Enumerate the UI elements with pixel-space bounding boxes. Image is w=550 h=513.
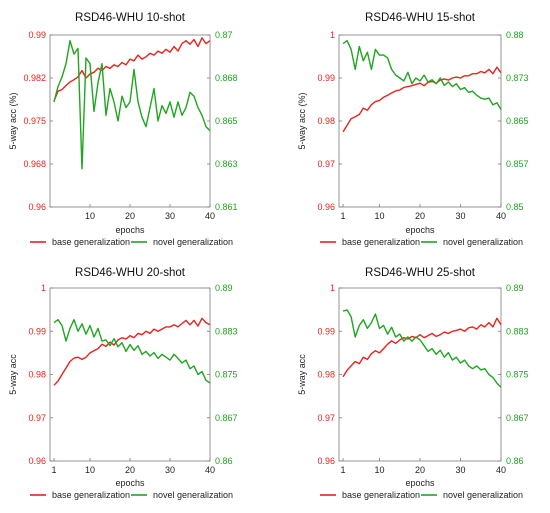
base-generalization-line [53, 37, 211, 102]
novel-generalization-line [342, 40, 502, 110]
legend-novel-generalization-label: novel generalization [153, 237, 233, 247]
y-left-tick-label: 0.97 [317, 159, 335, 169]
x-tick-label: 10 [85, 211, 95, 221]
y-axis-label: 5-way acc [297, 354, 307, 395]
chart-panel-3: RSD46-WHU 20-shot 0.96 0.97 0.98 0.99 1 0.86 0.… [8, 267, 238, 500]
y-right-tick-label: 0.89 [506, 283, 524, 293]
x-tick-label: 20 [415, 465, 425, 475]
x-tick-label: 40 [205, 465, 215, 475]
y-left-tick-label: 0.98 [28, 370, 46, 380]
x-tick-label: 40 [496, 211, 506, 221]
x-tick-label: 20 [125, 211, 135, 221]
y-left-tick-label: 0.99 [317, 326, 335, 336]
x-tick-label: 30 [165, 465, 175, 475]
y-right-tick-label: 0.875 [215, 370, 238, 380]
x-tick-label: 10 [374, 465, 384, 475]
y-right-tick-label: 0.863 [215, 159, 238, 169]
chart-title: RSD46-WHU 10-shot [75, 12, 186, 24]
novel-generalization-line [53, 40, 211, 170]
plot-frame [49, 287, 211, 462]
legend-novel-generalization-label: novel generalization [443, 237, 523, 247]
y-left-tick-label: 0.97 [28, 413, 46, 423]
legend-base-generalization-label: base generalization [52, 237, 130, 247]
y-left-tick-label: 1 [330, 283, 335, 293]
y-left-tick-label: 1 [330, 30, 335, 40]
base-generalization-line [342, 317, 502, 378]
x-tick-label: 40 [496, 465, 506, 475]
y-left-tick-label: 0.97 [317, 413, 335, 423]
y-left-tick-label: 0.975 [23, 116, 46, 126]
chart-title: RSD46-WHU 20-shot [75, 267, 186, 279]
y-right-tick-label: 0.857 [506, 159, 529, 169]
y-right-tick-label: 0.88 [506, 30, 524, 40]
y-left-tick-label: 0.96 [28, 202, 46, 212]
y-axis-label: 5-way acc (%) [297, 92, 307, 149]
legend-novel-generalization-label: novel generalization [443, 490, 523, 500]
y-right-tick-label: 0.867 [215, 413, 238, 423]
x-tick-label: 30 [455, 465, 465, 475]
x-tick-label: 30 [165, 211, 175, 221]
novel-generalization-line [342, 309, 502, 388]
novel-generalization-line [53, 319, 211, 384]
y-left-tick-label: 0.99 [317, 73, 335, 83]
y-axis-label: 5-way acc (%) [8, 92, 18, 149]
x-axis-label: epochs [115, 225, 145, 235]
legend-novel-generalization-label: novel generalization [153, 490, 233, 500]
y-right-tick-label: 0.87 [215, 30, 233, 40]
y-left-tick-label: 0.98 [317, 370, 335, 380]
legend-base-generalization-label: base generalization [342, 237, 420, 247]
y-left-tick-label: 0.96 [317, 456, 335, 466]
chart-panel-4: RSD46-WHU 25-shot 0.96 0.97 0.98 0.99 1 0.86 0.… [297, 267, 529, 500]
y-left-tick-label: 0.968 [23, 159, 46, 169]
y-left-tick-label: 1 [41, 283, 46, 293]
x-axis-label: epochs [405, 478, 435, 488]
x-tick-label: 30 [455, 211, 465, 221]
chart-title: RSD46-WHU 25-shot [365, 267, 476, 279]
y-right-tick-label: 0.861 [215, 202, 238, 212]
y-left-tick-label: 0.96 [317, 202, 335, 212]
y-right-tick-label: 0.868 [215, 73, 238, 83]
chart-panel-1: RSD46-WHU 10-shot 0.96 0.968 0.975 0.982 0.99… [8, 12, 238, 247]
y-right-tick-label: 0.883 [506, 326, 529, 336]
y-left-tick-label: 0.982 [23, 73, 46, 83]
x-tick-label: 10 [374, 211, 384, 221]
y-left-tick-label: 0.99 [28, 30, 46, 40]
base-generalization-line [53, 317, 211, 386]
y-right-tick-label: 0.867 [506, 413, 529, 423]
y-axis-label: 5-way acc [8, 354, 18, 395]
y-right-tick-label: 0.89 [215, 283, 233, 293]
y-left-tick-label: 0.99 [28, 326, 46, 336]
x-tick-label: 40 [205, 211, 215, 221]
legend-base-generalization-label: base generalization [52, 490, 130, 500]
y-right-tick-label: 0.86 [506, 456, 524, 466]
x-tick-label: 20 [415, 211, 425, 221]
x-tick-label: 20 [125, 465, 135, 475]
y-right-tick-label: 0.873 [506, 73, 529, 83]
x-tick-label: 1 [341, 211, 346, 221]
plot-frame [338, 287, 502, 462]
x-axis-label: epochs [405, 225, 435, 235]
x-tick-label: 10 [85, 465, 95, 475]
y-right-tick-label: 0.865 [506, 116, 529, 126]
y-right-tick-label: 0.875 [506, 370, 529, 380]
y-left-tick-label: 0.98 [317, 116, 335, 126]
legend-base-generalization-label: base generalization [342, 490, 420, 500]
chart-title: RSD46-WHU 15-shot [365, 12, 476, 24]
y-right-tick-label: 0.86 [215, 456, 233, 466]
chart-panel-2: RSD46-WHU 15-shot 0.96 0.97 0.98 0.99 1 0.85 0.… [297, 12, 529, 247]
y-right-tick-label: 0.883 [215, 326, 238, 336]
x-axis-label: epochs [115, 478, 145, 488]
x-tick-label: 1 [341, 465, 346, 475]
y-left-tick-label: 0.96 [28, 456, 46, 466]
y-right-tick-label: 0.865 [215, 116, 238, 126]
plot-frame [49, 34, 211, 208]
x-tick-label: 1 [51, 465, 56, 475]
y-right-tick-label: 0.85 [506, 202, 524, 212]
base-generalization-line [342, 66, 502, 133]
